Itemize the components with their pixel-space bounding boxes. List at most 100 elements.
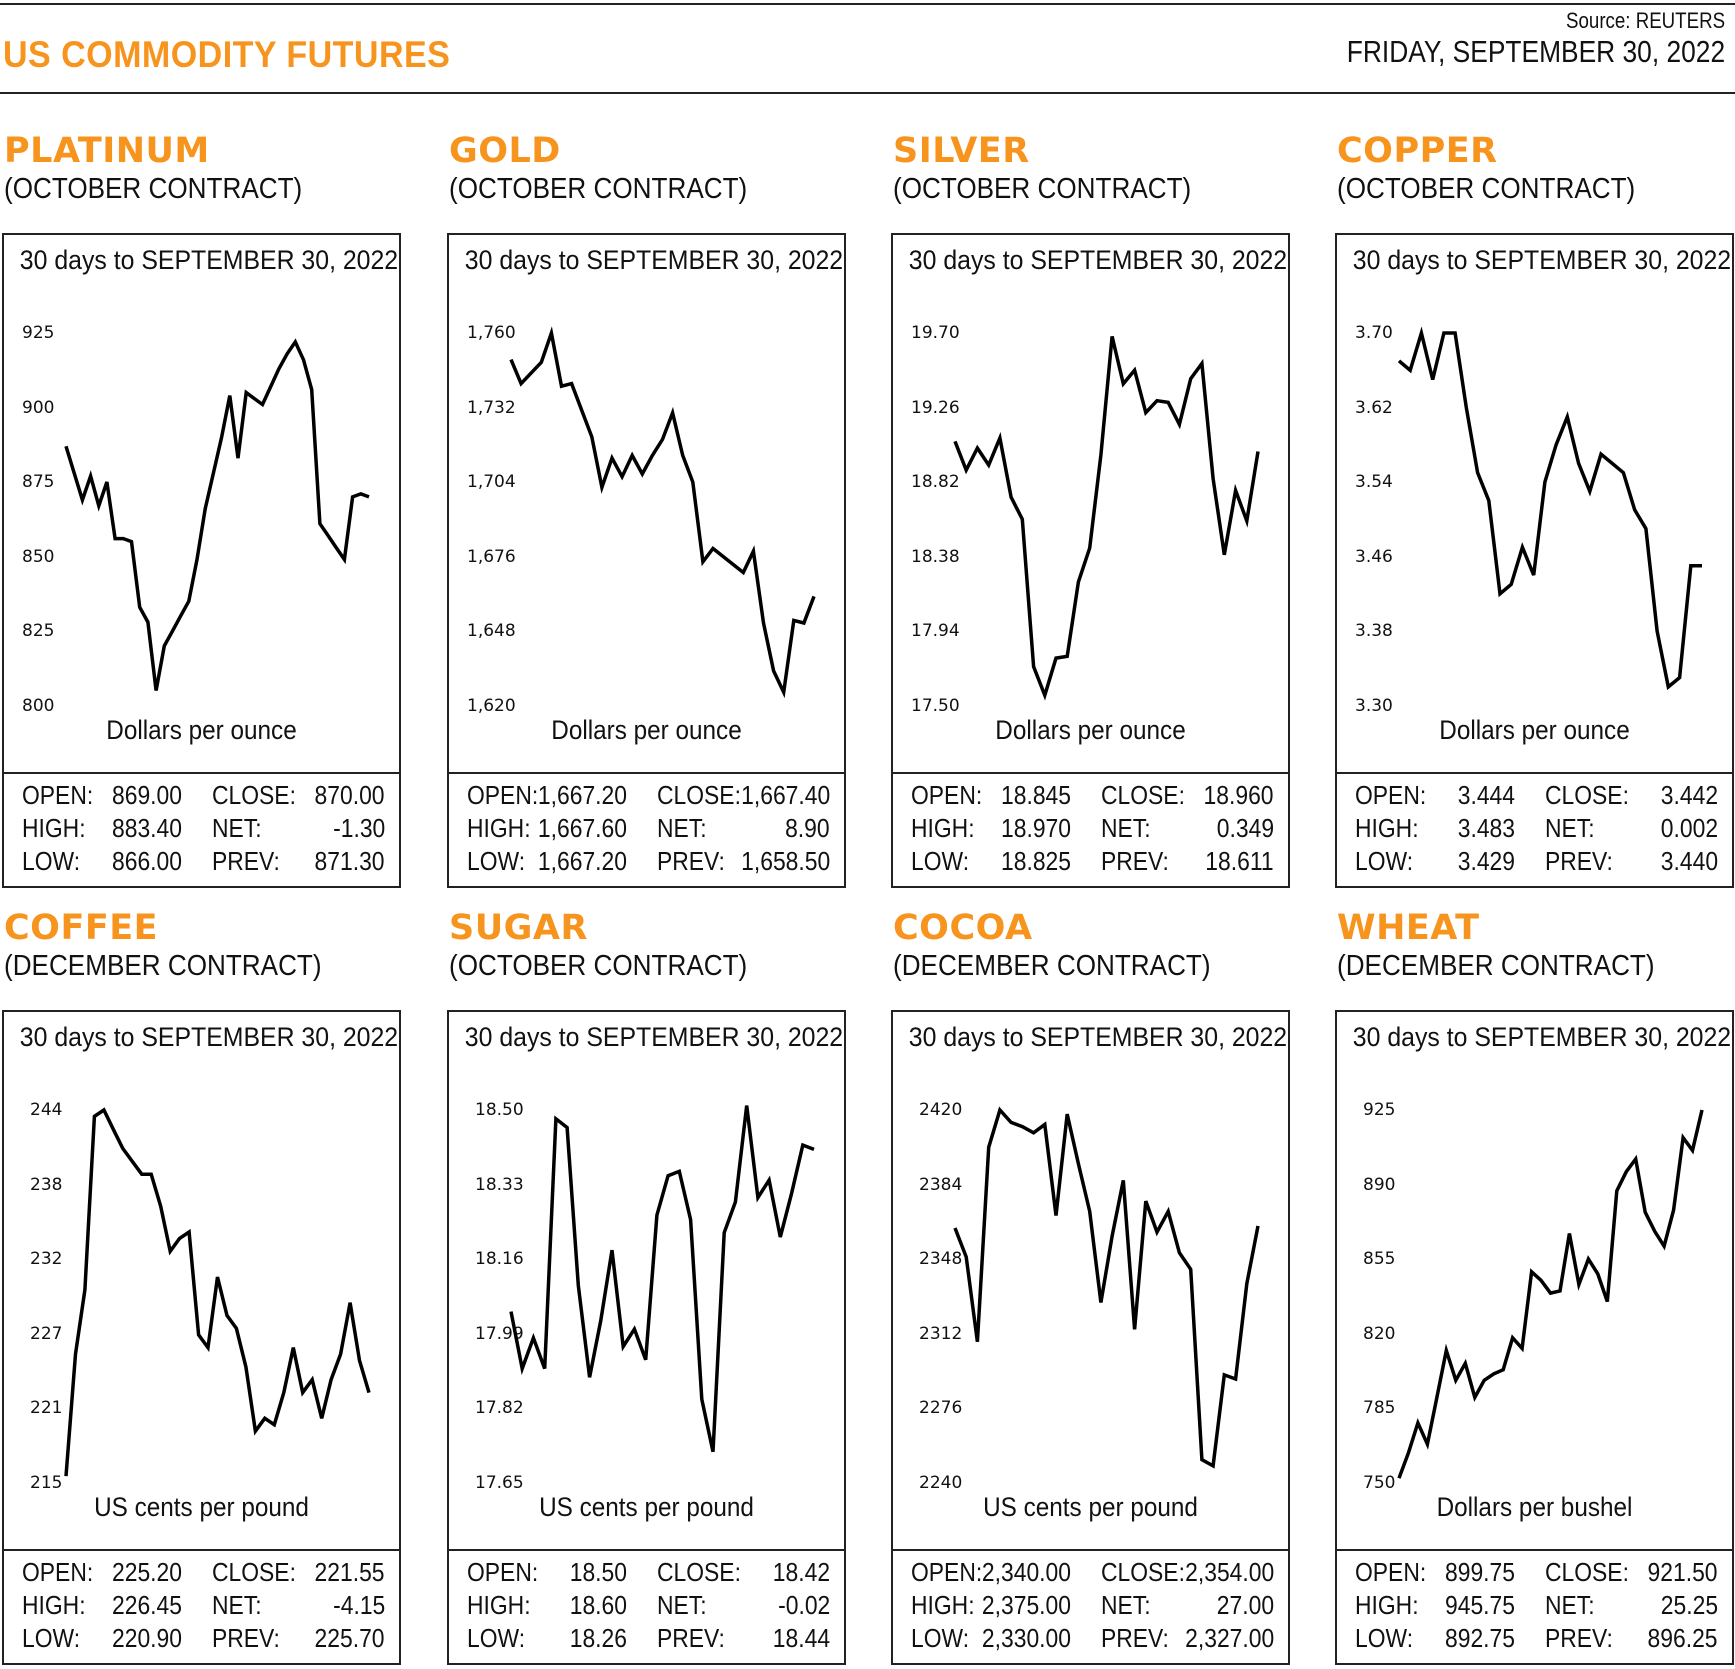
chart-subtitle: 30 days to SEPTEMBER 30, 2022 — [464, 1022, 844, 1052]
high-value: 1,667.60 — [537, 813, 627, 843]
high-value: 883.40 — [112, 813, 182, 843]
contract-label: (OCTOBER CONTRACT) — [4, 173, 303, 205]
price-line — [953, 1106, 1260, 1469]
y-tick-label: 19.26 — [911, 397, 960, 418]
chart-box: 30 days to SEPTEMBER 30, 2022 925 900 875 8… — [2, 233, 401, 888]
prev-label: PREV: — [657, 1623, 725, 1653]
prev-value: 871.30 — [315, 846, 385, 876]
commodity-name: GOLD — [449, 131, 561, 171]
prev-value: 1,658.50 — [740, 846, 830, 876]
y-tick-label: 785 — [1363, 1398, 1396, 1418]
stats-table: OPEN: 18.845 CLOSE: 18.960 HIGH: 18.970 … — [893, 772, 1288, 888]
y-tick-label: 3.38 — [1355, 621, 1393, 641]
close-value: 1,667.40 — [740, 780, 830, 810]
high-value: 18.60 — [569, 1590, 627, 1620]
price-line-chart — [509, 1105, 815, 1453]
y-tick-label: 825 — [22, 621, 55, 641]
high-value: 945.75 — [1445, 1590, 1515, 1620]
stats-row-open: OPEN: 899.75 CLOSE: 921.50 — [1355, 1557, 1718, 1590]
price-line-chart — [953, 1106, 1260, 1469]
prev-label: PREV: — [1101, 1623, 1169, 1653]
low-value: 2,330.00 — [981, 1623, 1071, 1653]
close-value: 3.442 — [1660, 780, 1718, 810]
y-tick-label: 227 — [30, 1323, 63, 1344]
stats-row-open: OPEN: 18.845 CLOSE: 18.960 — [911, 780, 1274, 813]
open-value: 3.444 — [1457, 780, 1515, 810]
y-tick-label: 2276 — [919, 1398, 963, 1418]
y-tick-label: 18.16 — [475, 1249, 524, 1269]
unit-label: Dollars per ounce — [1439, 715, 1630, 745]
close-label: CLOSE: — [212, 780, 296, 810]
stats-row-open: OPEN: 225.20 CLOSE: 221.55 — [22, 1557, 385, 1590]
unit-label: Dollars per ounce — [106, 715, 297, 745]
stats-row-open: OPEN: 18.50 CLOSE: 18.42 — [467, 1557, 830, 1590]
stats-row-high: HIGH: 3.483 NET: 0.002 — [1355, 813, 1718, 846]
chart-subtitle: 30 days to SEPTEMBER 30, 2022 — [464, 245, 844, 275]
low-value: 892.75 — [1445, 1623, 1515, 1653]
close-label: CLOSE: — [657, 1557, 741, 1587]
source-label: Source: REUTERS — [1565, 8, 1725, 33]
prev-label: PREV: — [657, 846, 725, 876]
stats-row-low: LOW: 18.26 PREV: 18.44 — [467, 1623, 830, 1656]
contract-label: (DECEMBER CONTRACT) — [893, 950, 1211, 982]
unit-label: Dollars per ounce — [995, 715, 1186, 745]
low-label: LOW: — [911, 1623, 970, 1653]
chart-box: 30 days to SEPTEMBER 30, 2022 1,760 1,732… — [447, 233, 846, 888]
low-value: 220.90 — [112, 1623, 182, 1653]
commodity-name: SUGAR — [449, 908, 588, 948]
high-value: 2,375.00 — [981, 1590, 1071, 1620]
y-tick-label: 18.38 — [911, 546, 960, 567]
net-value: -0.02 — [777, 1590, 830, 1620]
low-label: LOW: — [467, 846, 526, 876]
net-value: 27.00 — [1216, 1590, 1274, 1620]
commodity-name: COCOA — [893, 908, 1033, 948]
price-line — [1397, 326, 1702, 691]
y-tick-label: 1,676 — [467, 546, 516, 567]
stats-row-high: HIGH: 2,375.00 NET: 27.00 — [911, 1590, 1274, 1623]
y-tick-label: 3.30 — [1355, 695, 1393, 716]
close-value: 921.50 — [1648, 1557, 1718, 1587]
y-tick-label: 17.65 — [475, 1472, 524, 1493]
unit-label: Dollars per bushel — [1436, 1492, 1633, 1522]
net-label: NET: — [1545, 1590, 1595, 1620]
net-label: NET: — [1545, 813, 1595, 843]
net-value: 0.349 — [1216, 813, 1274, 843]
net-label: NET: — [212, 813, 262, 843]
y-tick-label: 17.82 — [475, 1398, 524, 1418]
prev-value: 2,327.00 — [1184, 1623, 1274, 1653]
commodity-name: COPPER — [1337, 131, 1498, 171]
commodity-name: COFFEE — [4, 908, 159, 948]
commodity-name: PLATINUM — [4, 131, 210, 171]
y-tick-label: 19.70 — [911, 323, 960, 343]
stats-row-open: OPEN: 2,340.00 CLOSE: 2,354.00 — [911, 1557, 1274, 1590]
stats-row-low: LOW: 1,667.20 PREV: 1,658.50 — [467, 846, 830, 879]
low-label: LOW: — [1355, 1623, 1414, 1653]
high-value: 18.970 — [1001, 813, 1071, 843]
unit-label: Dollars per ounce — [551, 715, 742, 745]
prev-value: 896.25 — [1648, 1623, 1718, 1653]
chart-box: 30 days to SEPTEMBER 30, 2022 3.70 3.62 3.… — [1335, 233, 1734, 888]
y-tick-label: 2420 — [919, 1100, 963, 1120]
unit-label: US cents per pound — [94, 1492, 309, 1522]
open-value: 18.50 — [569, 1557, 627, 1587]
price-line — [64, 338, 370, 691]
y-tick-label: 900 — [22, 397, 55, 418]
unit-label: US cents per pound — [983, 1492, 1198, 1522]
y-tick-label: 1,732 — [467, 397, 516, 418]
chart-subtitle: 30 days to SEPTEMBER 30, 2022 — [19, 1022, 399, 1052]
chart-box: 30 days to SEPTEMBER 30, 2022 18.50 18.33… — [447, 1010, 846, 1665]
y-tick-label: 925 — [22, 323, 55, 343]
y-tick-label: 221 — [30, 1398, 63, 1418]
net-value: 25.25 — [1660, 1590, 1718, 1620]
stats-row-open: OPEN: 1,667.20 CLOSE: 1,667.40 — [467, 780, 830, 813]
chart-box: 30 days to SEPTEMBER 30, 2022 244 238 232 2… — [2, 1010, 401, 1665]
y-tick-label: 3.46 — [1355, 546, 1393, 567]
low-label: LOW: — [467, 1623, 526, 1653]
open-label: OPEN: — [22, 780, 94, 810]
price-line — [64, 1107, 371, 1477]
net-label: NET: — [657, 1590, 707, 1620]
y-tick-label: 2384 — [919, 1174, 963, 1195]
stats-table: OPEN: 3.444 CLOSE: 3.442 HIGH: 3.483 NET… — [1337, 772, 1732, 888]
y-tick-label: 855 — [1363, 1249, 1396, 1269]
y-tick-label: 3.70 — [1355, 323, 1393, 343]
